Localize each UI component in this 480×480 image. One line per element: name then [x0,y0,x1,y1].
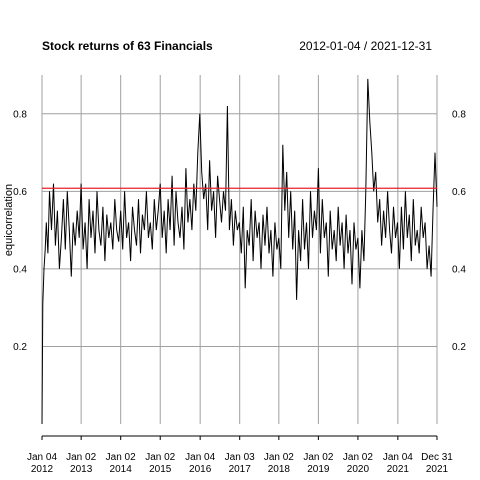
y-axis-left: 0.2 0.4 0.6 0.8 [13,109,27,353]
x-tick-label: Jan 02 [264,452,294,463]
x-tick-year-label: 2012 [31,464,54,475]
x-tick-label: Jan 02 [145,452,175,463]
y-tick-label-left: 0.4 [13,264,27,275]
y-tick-label-right: 0.8 [452,109,466,120]
chart-title: Stock returns of 63 Financials [42,39,213,53]
y-axis-right: 0.2 0.4 0.6 0.8 [452,109,466,353]
y-tick-label-right: 0.4 [452,264,466,275]
x-tick-label: Jan 02 [343,452,373,463]
x-tick-year-label: 2014 [110,464,133,475]
y-tick-label-left: 0.6 [13,187,27,198]
x-tick-label: Jan 02 [106,452,136,463]
series-line [41,78,438,425]
y-tick-label-right: 0.6 [452,187,466,198]
x-tick-year-label: 2015 [149,464,172,475]
x-tick-year-label: 2021 [426,464,449,475]
x-tick-label: Jan 04 [185,452,215,463]
x-tick-year-label: 2013 [70,464,93,475]
x-tick-label: Jan 03 [225,452,255,463]
date-range-label: 2012-01-04 / 2021-12-31 [299,39,432,53]
y-tick-label-left: 0.8 [13,109,27,120]
x-tick-year-label: 2017 [229,464,252,475]
x-tick-label: Jan 02 [66,452,96,463]
y-tick-label-left: 0.2 [13,342,27,353]
x-tick-label: Jan 02 [303,452,333,463]
x-tick-label: Dec 31 [421,452,453,463]
series-layer [41,78,438,425]
x-tick-label: Jan 04 [27,452,57,463]
grid [41,75,438,424]
x-tick-year-label: 2021 [387,464,410,475]
y-tick-label-right: 0.2 [452,342,466,353]
y-axis-label: equicorrelation [3,184,15,256]
x-tick-year-label: 2018 [268,464,291,475]
x-tick-year-label: 2020 [347,464,370,475]
x-tick-year-label: 2016 [189,464,212,475]
x-tick-year-label: 2019 [307,464,330,475]
x-tick-label: Jan 04 [383,452,413,463]
